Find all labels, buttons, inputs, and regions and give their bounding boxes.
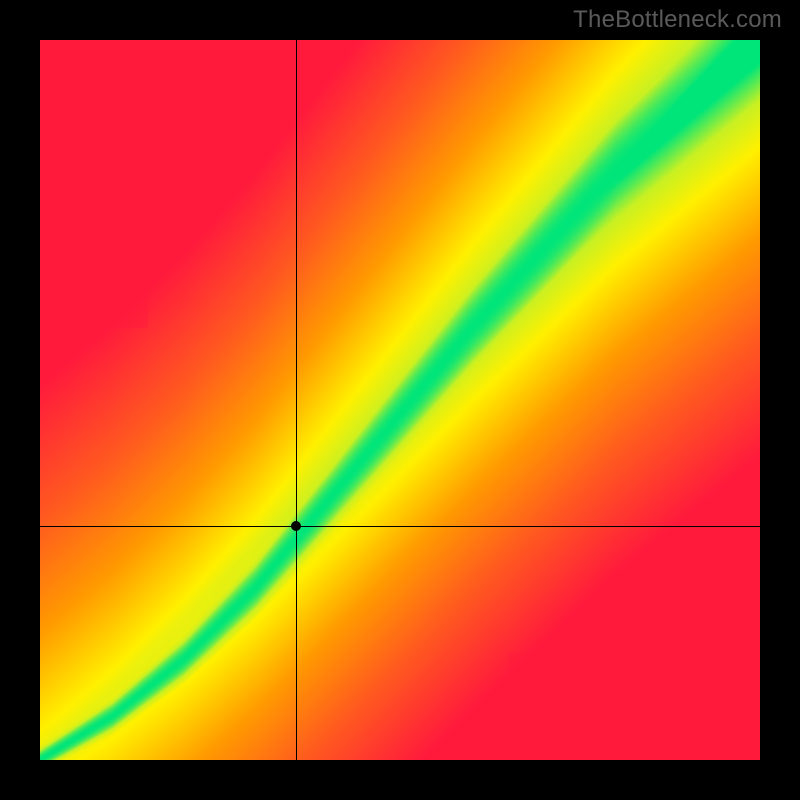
watermark-label: TheBottleneck.com — [573, 6, 782, 34]
crosshair-vertical — [296, 40, 297, 760]
plot-area — [40, 40, 760, 760]
crosshair-marker — [291, 521, 301, 531]
heatmap-canvas — [40, 40, 760, 760]
chart-container: TheBottleneck.com — [0, 0, 800, 800]
crosshair-horizontal — [40, 526, 760, 527]
